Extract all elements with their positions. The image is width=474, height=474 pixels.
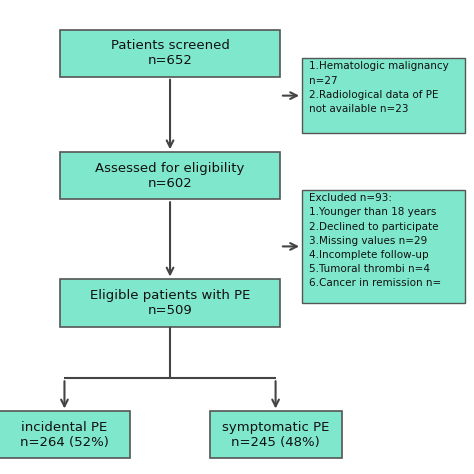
Text: incidental PE: incidental PE (21, 421, 108, 434)
Text: 1.Younger than 18 years: 1.Younger than 18 years (309, 208, 436, 218)
FancyBboxPatch shape (60, 279, 280, 327)
Text: n=509: n=509 (148, 304, 192, 317)
FancyBboxPatch shape (302, 58, 465, 133)
Text: 1.Hematologic malignancy: 1.Hematologic malignancy (309, 62, 448, 72)
FancyBboxPatch shape (210, 411, 342, 458)
Text: 2.Declined to participate: 2.Declined to participate (309, 222, 438, 232)
Text: Eligible patients with PE: Eligible patients with PE (90, 289, 250, 302)
Text: n=602: n=602 (148, 177, 192, 190)
Text: symptomatic PE: symptomatic PE (222, 421, 329, 434)
FancyBboxPatch shape (60, 152, 280, 199)
FancyBboxPatch shape (302, 190, 465, 303)
Text: n=245 (48%): n=245 (48%) (231, 436, 320, 449)
Text: 4.Incomplete follow-up: 4.Incomplete follow-up (309, 250, 428, 260)
Text: not available n=23: not available n=23 (309, 104, 408, 114)
Text: n=27: n=27 (309, 75, 337, 85)
Text: 2.Radiological data of PE: 2.Radiological data of PE (309, 90, 438, 100)
Text: 5.Tumoral thrombi n=4: 5.Tumoral thrombi n=4 (309, 264, 429, 274)
Text: n=652: n=652 (147, 54, 192, 67)
Text: n=264 (52%): n=264 (52%) (20, 436, 109, 449)
FancyBboxPatch shape (0, 411, 130, 458)
Text: 3.Missing values n=29: 3.Missing values n=29 (309, 236, 427, 246)
Text: Excluded n=93:: Excluded n=93: (309, 193, 392, 203)
Text: 6.Cancer in remission n=: 6.Cancer in remission n= (309, 278, 441, 288)
Text: Patients screened: Patients screened (110, 39, 229, 52)
Text: Assessed for eligibility: Assessed for eligibility (95, 162, 245, 175)
FancyBboxPatch shape (60, 30, 280, 77)
